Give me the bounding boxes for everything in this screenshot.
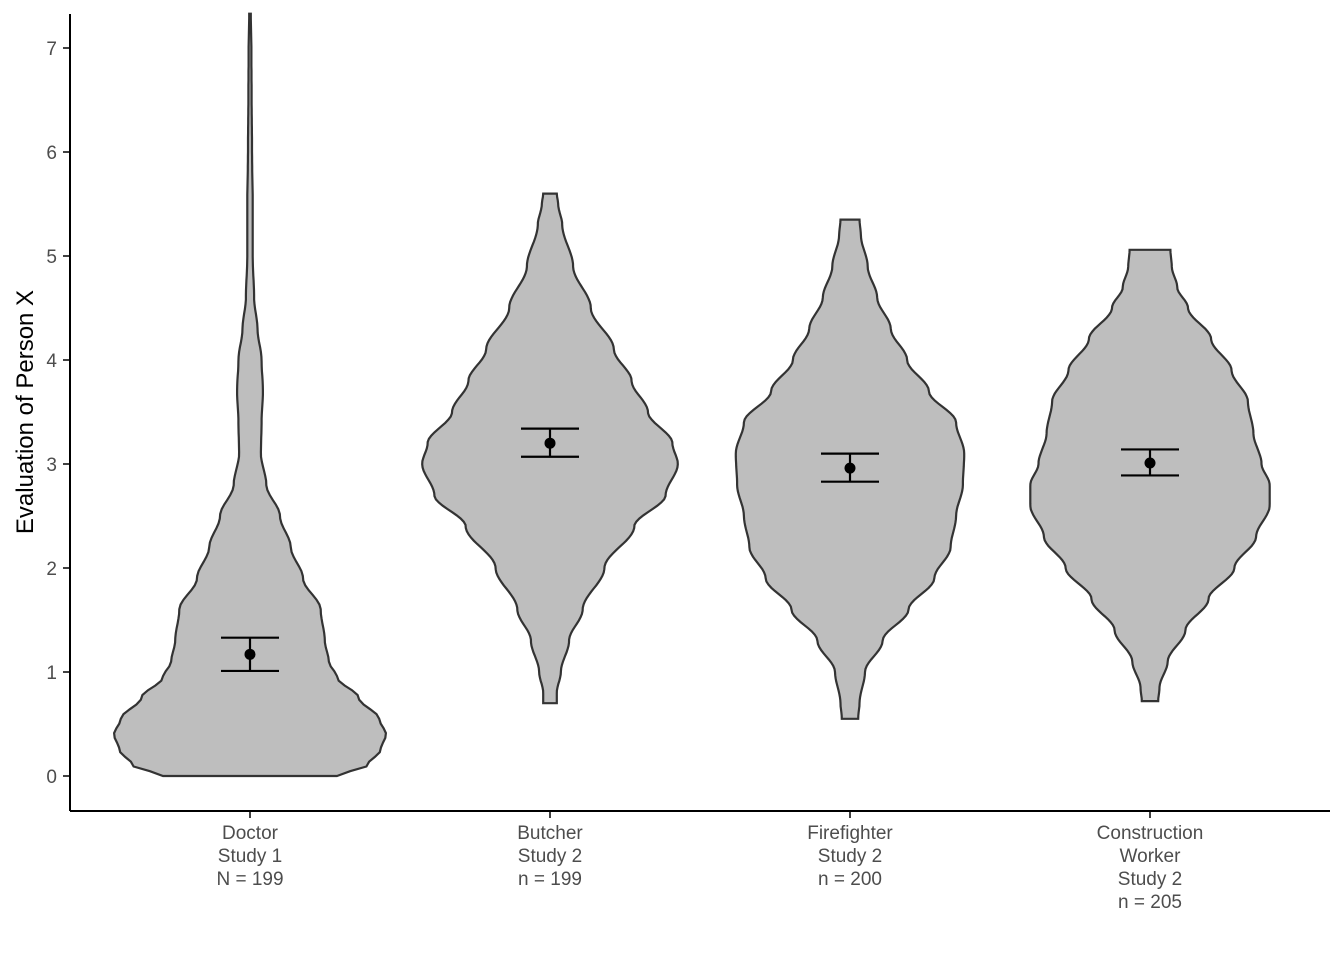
y-axis-title: Evaluation of Person X (12, 290, 39, 534)
mean-point-1 (244, 648, 256, 660)
x-category-label-line: n = 205 (1118, 892, 1182, 913)
x-category-label-line: Doctor (222, 823, 279, 844)
y-tick-label-5: 5 (46, 247, 57, 268)
y-tick-label-6: 6 (46, 143, 57, 164)
x-category-label-line: Study 2 (818, 846, 882, 867)
x-category-label-line: n = 199 (518, 869, 582, 890)
mean-point-3 (844, 462, 856, 474)
x-category-label-line: Study 2 (1118, 869, 1182, 890)
axes-layer (63, 14, 1330, 818)
x-category-label-line: N = 199 (216, 869, 283, 890)
errorbar-layer (221, 427, 1179, 673)
y-tick-label-0: 0 (46, 767, 57, 788)
y-tick-label-7: 7 (46, 39, 57, 60)
x-category-label-line: Study 1 (218, 846, 282, 867)
y-tick-label-4: 4 (46, 351, 57, 372)
x-category-label-line: Construction (1097, 823, 1204, 844)
y-tick-label-3: 3 (46, 455, 57, 476)
y-tick-label-2: 2 (46, 559, 57, 580)
x-category-label-line: Worker (1120, 846, 1182, 867)
x-category-label-line: Firefighter (807, 823, 893, 844)
x-category-label-line: Study 2 (518, 846, 582, 867)
y-tick-label-1: 1 (46, 663, 57, 684)
mean-point-4 (1144, 457, 1156, 469)
x-category-label-line: Butcher (517, 823, 583, 844)
violin-layer (112, 12, 1271, 778)
violin-1 (112, 12, 388, 778)
x-category-label-line: n = 200 (818, 869, 882, 890)
mean-point-2 (544, 437, 556, 449)
